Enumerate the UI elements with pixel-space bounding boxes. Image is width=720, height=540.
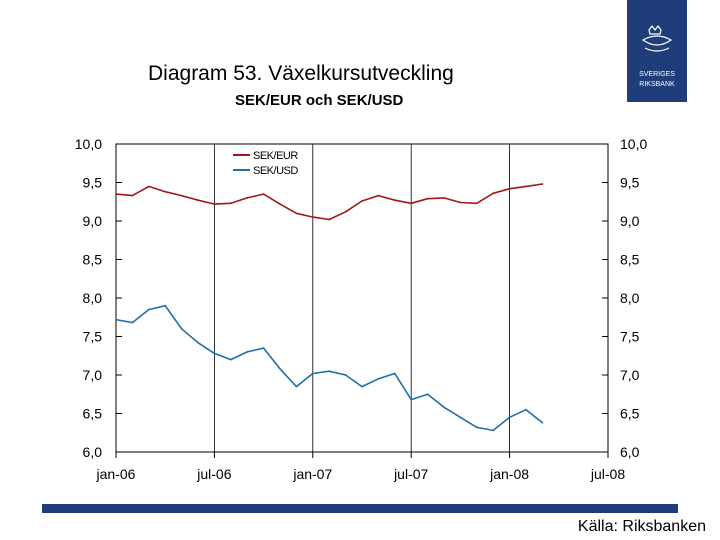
data-point-usd: [115, 318, 117, 321]
series-line-eur: [115, 183, 543, 221]
data-point-usd: [377, 377, 380, 380]
y-tick-label-right: 7,5: [620, 329, 640, 345]
data-point-usd: [180, 327, 183, 330]
data-point-usd: [443, 406, 445, 409]
data-point-eur: [115, 193, 117, 195]
y-tick-label-left: 9,0: [83, 213, 103, 229]
x-tick-label: jan-06: [96, 466, 136, 482]
x-tick-label: jul-07: [393, 466, 428, 482]
data-point-eur: [443, 197, 445, 199]
data-point-usd: [525, 408, 527, 411]
data-point-usd: [246, 351, 249, 353]
plot-area: [115, 143, 609, 453]
data-point-usd: [492, 429, 495, 432]
data-point-usd: [344, 374, 347, 376]
data-point-eur: [164, 190, 167, 193]
data-point-usd: [328, 370, 331, 373]
x-tick-label: jul-08: [590, 466, 625, 482]
data-point-eur: [508, 187, 511, 190]
slide-subtitle: SEK/EUR och SEK/USD: [235, 92, 404, 109]
y-tick-label-left: 8,0: [83, 290, 103, 306]
data-point-usd: [197, 341, 199, 344]
data-point-eur: [492, 192, 495, 195]
data-point-usd: [229, 358, 232, 361]
logo-text-2: RIKSBANK: [639, 81, 675, 88]
y-tick-label-right: 6,5: [620, 406, 640, 422]
slide-title: Diagram 53. Växelkursutveckling: [148, 62, 454, 85]
y-tick-label-left: 6,0: [83, 444, 103, 460]
y-tick-label-left: 7,0: [83, 367, 103, 383]
data-point-eur: [525, 185, 527, 188]
x-tick-label: jul-06: [196, 466, 231, 482]
y-tick-label-left: 6,5: [83, 406, 103, 422]
logo-text-1: SVERIGES: [639, 71, 675, 78]
series-group: [115, 183, 544, 432]
y-tick-label-right: 8,0: [620, 290, 640, 306]
data-point-usd: [459, 416, 462, 419]
y-tick-label-left: 8,5: [83, 252, 103, 268]
data-point-usd: [541, 421, 544, 424]
data-point-usd: [262, 347, 265, 349]
y-axis-right: 10,0 9,5 9,0 8,5 8,0 7,5 7,0 6,5 6,0: [602, 136, 647, 460]
x-tick-label: jan-08: [489, 466, 529, 482]
data-point-eur: [197, 199, 199, 202]
data-point-eur: [541, 183, 544, 185]
data-point-usd: [164, 304, 167, 307]
y-tick-label-left: 10,0: [75, 136, 102, 152]
data-point-usd: [295, 385, 298, 388]
legend: SEK/EUR SEK/USD: [233, 150, 299, 177]
data-point-usd: [131, 321, 134, 324]
data-point-eur: [393, 199, 396, 202]
data-point-eur: [328, 218, 331, 221]
data-point-eur: [147, 185, 150, 188]
series-line-usd: [115, 304, 543, 432]
data-point-usd: [508, 416, 511, 419]
data-point-eur: [295, 212, 298, 215]
data-point-eur: [459, 201, 462, 204]
y-axis-left: 10,0 9,5 9,0 8,5 8,0 7,5 7,0 6,5 6,0: [75, 136, 122, 460]
data-point-eur: [262, 193, 265, 195]
y-tick-label-left: 7,5: [83, 329, 103, 345]
legend-label-usd: SEK/USD: [253, 165, 298, 177]
data-point-usd: [311, 372, 314, 375]
data-point-usd: [279, 367, 281, 370]
exchange-rate-chart: 10,0 9,5 9,0 8,5 8,0 7,5 7,0 6,5 6,0 10,0 9,5 9,0 8…: [75, 136, 648, 482]
data-point-eur: [213, 203, 216, 205]
data-point-usd: [361, 385, 363, 388]
y-tick-label-right: 10,0: [620, 136, 647, 152]
data-point-eur: [426, 197, 429, 200]
data-point-eur: [279, 203, 281, 205]
y-tick-label-right: 8,5: [620, 252, 640, 268]
data-point-eur: [311, 216, 314, 219]
y-tick-label-left: 9,5: [83, 175, 103, 191]
data-point-eur: [410, 202, 413, 205]
data-point-usd: [426, 393, 429, 396]
data-point-usd: [410, 398, 413, 401]
y-tick-label-right: 6,0: [620, 444, 640, 460]
y-tick-label-right: 9,5: [620, 175, 640, 191]
data-point-eur: [131, 194, 134, 197]
riksbank-logo: SVERIGES RIKSBANK: [627, 0, 687, 102]
x-tick-label: jan-07: [292, 466, 332, 482]
data-point-eur: [377, 194, 380, 197]
footer-bar: [42, 504, 678, 513]
data-point-usd: [213, 352, 216, 355]
source-note: Källa: Riksbanken: [577, 518, 706, 535]
x-axis: jan-06 jul-06 jan-07 jul-07 jan-08 jul-08: [96, 144, 625, 482]
data-point-usd: [393, 372, 396, 375]
y-tick-label-right: 7,0: [620, 367, 640, 383]
data-point-usd: [147, 308, 150, 311]
legend-label-eur: SEK/EUR: [253, 150, 298, 162]
y-tick-label-right: 9,0: [620, 213, 640, 229]
data-point-usd: [475, 426, 478, 429]
data-point-eur: [246, 197, 249, 199]
data-point-eur: [180, 194, 183, 197]
data-point-eur: [344, 210, 347, 213]
data-point-eur: [361, 200, 363, 202]
data-point-eur: [229, 202, 232, 205]
data-point-eur: [475, 202, 478, 205]
